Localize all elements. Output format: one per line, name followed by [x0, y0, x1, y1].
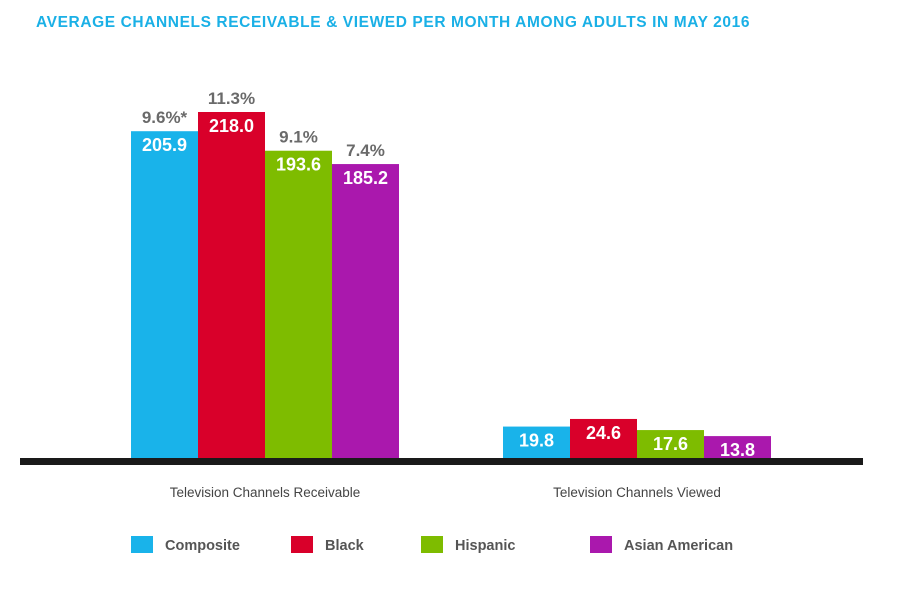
legend-label: Black — [325, 538, 365, 554]
bar-value-label: 19.8 — [519, 431, 554, 451]
legend-swatch — [590, 536, 612, 553]
percent-label: 11.3% — [208, 89, 255, 108]
legend-label: Hispanic — [455, 538, 515, 554]
legend-label: Composite — [165, 538, 240, 554]
bar — [332, 164, 399, 458]
bar — [570, 418, 637, 458]
bar — [198, 112, 265, 458]
percent-label: 9.6%* — [142, 108, 188, 127]
bar-value-label: 24.6 — [586, 423, 621, 443]
bar-value-label: 185.2 — [343, 168, 388, 188]
percent-label: 7.4% — [346, 141, 385, 160]
category-label: Television Channels Receivable — [170, 485, 361, 500]
bar — [503, 426, 570, 458]
x-axis-baseline — [20, 458, 863, 465]
bar — [637, 430, 704, 458]
legend-swatch — [131, 536, 153, 553]
bar — [265, 150, 332, 458]
bar — [704, 436, 771, 458]
bar-value-label: 17.6 — [653, 434, 688, 454]
legend-swatch — [421, 536, 443, 553]
chart-title: AVERAGE CHANNELS RECEIVABLE & VIEWED PER… — [36, 14, 751, 31]
bar-value-label: 205.9 — [142, 135, 187, 155]
bar-value-label: 193.6 — [276, 155, 321, 175]
bar-value-label: 13.8 — [720, 440, 755, 460]
category-label: Television Channels Viewed — [553, 485, 721, 500]
percent-label: 9.1% — [279, 128, 318, 147]
bar-value-label: 218.0 — [209, 116, 254, 136]
legend-swatch — [291, 536, 313, 553]
legend-label: Asian American — [624, 538, 733, 554]
bar — [131, 131, 198, 458]
